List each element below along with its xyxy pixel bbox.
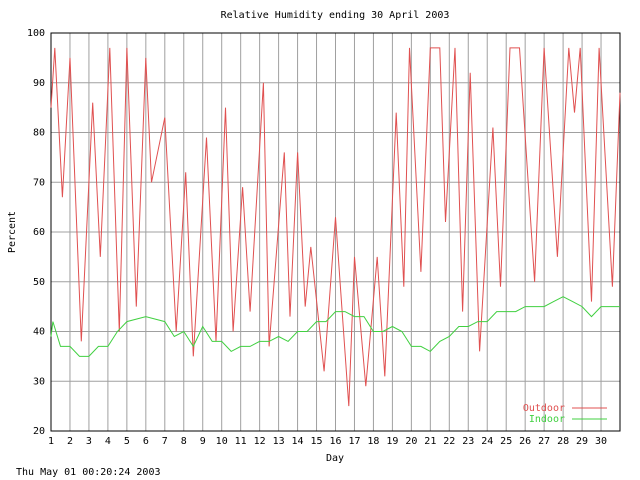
x-tick-label: 17	[348, 436, 360, 447]
x-tick-label: 26	[519, 436, 531, 447]
x-tick-label: 24	[481, 436, 493, 447]
x-tick-label: 27	[538, 436, 550, 447]
y-tick-label: 40	[33, 327, 45, 338]
x-tick-label: 1	[48, 436, 54, 447]
x-tick-label: 28	[557, 436, 569, 447]
x-tick-label: 5	[124, 436, 130, 447]
x-tick-label: 14	[292, 436, 304, 447]
y-tick-label: 20	[33, 426, 45, 437]
series-line	[50, 47, 621, 407]
x-tick-label: 13	[273, 436, 285, 447]
legend-label: Indoor	[529, 414, 565, 425]
x-tick-label: 18	[367, 436, 379, 447]
x-tick-label: 9	[200, 436, 206, 447]
x-tick-label: 22	[443, 436, 455, 447]
y-axis-label: Percent	[7, 211, 18, 253]
x-tick-label: 16	[329, 436, 341, 447]
x-axis-label: Day	[326, 453, 344, 464]
y-tick-label: 90	[33, 78, 45, 89]
x-tick-label: 23	[462, 436, 474, 447]
series-line	[50, 296, 620, 357]
y-tick-label: 60	[33, 227, 45, 238]
x-tick-label: 25	[500, 436, 512, 447]
y-tick-label: 70	[33, 177, 45, 188]
footer: Thu May 01 00:20:24 2003	[16, 467, 161, 478]
plot-frame	[50, 32, 621, 432]
x-tick-label: 7	[162, 436, 168, 447]
x-tick-label: 3	[86, 436, 92, 447]
x-tick-label: 11	[235, 436, 247, 447]
x-tick-label: 21	[424, 436, 436, 447]
x-tick-label: 2	[67, 436, 73, 447]
y-tick-label: 50	[33, 277, 45, 288]
x-tick-label: 30	[595, 436, 607, 447]
y-tick-label: 30	[33, 376, 45, 387]
legend-label: Outdoor	[523, 403, 565, 414]
y-tick-label: 80	[33, 128, 45, 139]
x-tick-label: 19	[386, 436, 398, 447]
x-tick-label: 15	[311, 436, 323, 447]
x-tick-label: 4	[105, 436, 111, 447]
x-tick-label: 6	[143, 436, 149, 447]
x-tick-label: 29	[576, 436, 588, 447]
x-tick-label: 8	[181, 436, 187, 447]
chart-title: Relative Humidity ending 30 April 2003	[221, 10, 450, 21]
x-tick-label: 10	[216, 436, 228, 447]
x-tick-label: 12	[254, 436, 266, 447]
x-tick-label: 20	[405, 436, 417, 447]
y-tick-label: 100	[27, 28, 45, 39]
